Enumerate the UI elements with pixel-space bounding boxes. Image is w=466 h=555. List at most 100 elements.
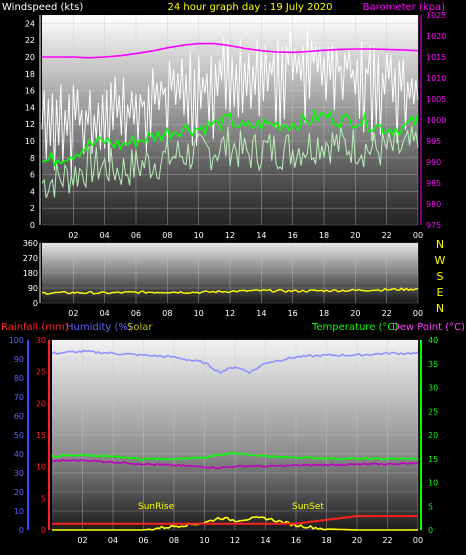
rainfall-tick-label: 30: [36, 336, 46, 345]
barometer-tick-label: 1000: [426, 116, 446, 125]
wind-y-tick-label: 20: [25, 53, 35, 62]
humidity-line: [51, 349, 419, 375]
wind-x-tick-label: 06: [131, 231, 141, 240]
sunset-label: SunSet: [292, 502, 324, 512]
direction-x-tick-label: 12: [225, 309, 235, 318]
climate-x-tick-label: 20: [352, 536, 362, 545]
climate-x-tick-label: 02: [77, 536, 87, 545]
temperature-tick-label: 35: [428, 360, 438, 369]
legend-temperature: Temperature (°C): [311, 322, 398, 333]
temperature-tick-label: 40: [428, 336, 438, 345]
barometer-axis-title: Barometer (kpa): [363, 2, 445, 13]
wind-x-tick-label: 20: [350, 231, 360, 240]
direction-x-tick-label: 10: [194, 309, 204, 318]
direction-grid: [42, 242, 419, 304]
climate-series: [51, 349, 419, 531]
legend-dewpoint: Dew Point (°C): [392, 322, 465, 333]
direction-x-tick-label: 16: [288, 309, 298, 318]
wind-x-tick-label: 16: [288, 231, 298, 240]
wind-direction-line: [41, 287, 419, 295]
humidity-tick-label: 40: [14, 450, 24, 459]
direction-x-tick-label: 08: [162, 309, 172, 318]
wind-y-tick-label: 2: [30, 204, 35, 213]
wind-y-tick-label: 24: [25, 19, 35, 28]
wind-y-tick-label: 8: [30, 154, 35, 163]
direction-x-tick-label: 06: [131, 309, 141, 318]
rainfall-line: [52, 515, 418, 525]
climate-x-tick-label: 00: [413, 536, 423, 545]
temperature-line: [51, 451, 419, 461]
temperature-tick-label: 30: [428, 384, 438, 393]
wind-y-tick-label: 4: [30, 187, 35, 196]
humidity-tick-label: 0: [19, 526, 24, 535]
climate-ticks: 02 04 06 08 10 12 14 16 18 20 22 000102030405060708…: [9, 336, 438, 545]
compass-label: N: [436, 302, 444, 315]
compass-label: N: [436, 238, 444, 251]
wind-x-tick-label: 18: [319, 231, 329, 240]
temperature-tick-label: 5: [428, 502, 433, 511]
direction-x-tick-label: 18: [319, 309, 329, 318]
barometer-tick-label: 1015: [426, 53, 446, 62]
direction-series: [41, 287, 419, 295]
legend-humidity: Humidity (%): [66, 322, 132, 333]
wind-y-tick-label: 16: [25, 87, 35, 96]
wind-series: [41, 28, 419, 199]
wind-y-tick-label: 22: [25, 36, 35, 45]
compass-label: W: [435, 254, 446, 267]
direction-x-tick-label: 00: [413, 309, 423, 318]
climate-x-tick-label: 18: [321, 536, 331, 545]
barometer-tick-label: 995: [426, 137, 441, 146]
barometer-tick-label: 975: [426, 221, 441, 230]
climate-x-tick-label: 16: [291, 536, 301, 545]
barometer-tick-label: 980: [426, 200, 441, 209]
wind-x-tick-label: 12: [225, 231, 235, 240]
temperature-tick-label: 25: [428, 407, 438, 416]
humidity-tick-label: 50: [14, 431, 24, 440]
graph-title: 24 hour graph day : 19 July 2020: [167, 2, 332, 13]
rainfall-tick-label: 10: [36, 463, 46, 472]
wind-y-tick-label: 10: [25, 137, 35, 146]
humidity-tick-label: 60: [14, 412, 24, 421]
direction-y-tick-label: 360: [23, 239, 38, 248]
humidity-tick-label: 70: [14, 393, 24, 402]
climate-x-tick-label: 22: [382, 536, 392, 545]
wind-y-tick-label: 6: [30, 171, 35, 180]
rainfall-tick-label: 0: [41, 526, 46, 535]
wind-x-tick-label: 04: [100, 231, 110, 240]
temperature-tick-label: 0: [428, 526, 433, 535]
barometer-tick-label: 1020: [426, 32, 446, 41]
humidity-tick-label: 90: [14, 355, 24, 364]
compass-label: E: [437, 286, 444, 299]
wind-y-tick-label: 0: [30, 221, 35, 230]
sunrise-label: SunRise: [138, 502, 175, 512]
wind-x-tick-label: 02: [68, 231, 78, 240]
wind-axis-title: Windspeed (kts): [2, 2, 83, 13]
wind-x-tick-label: 22: [382, 231, 392, 240]
temperature-tick-label: 20: [428, 431, 438, 440]
humidity-tick-label: 80: [14, 374, 24, 383]
wind-y-tick-label: 12: [25, 120, 35, 129]
direction-y-tick-label: 90: [28, 284, 38, 293]
barometer-tick-label: 990: [426, 158, 441, 167]
solar-line: [52, 516, 418, 531]
wind-y-tick-label: 18: [25, 70, 35, 79]
temperature-tick-label: 10: [428, 479, 438, 488]
wind-ticks: 02 04 06 08 10 12 14 16 18 20 22 000246810121416182…: [25, 11, 447, 240]
direction-y-tick-label: 0: [33, 299, 38, 308]
legend-solar: Solar: [127, 322, 153, 333]
humidity-tick-label: 10: [14, 507, 24, 516]
temperature-tick-label: 15: [428, 455, 438, 464]
climate-x-tick-label: 08: [169, 536, 179, 545]
rainfall-tick-label: 5: [41, 494, 46, 503]
barometer-tick-label: 1025: [426, 11, 446, 20]
wind-x-tick-label: 00: [413, 231, 423, 240]
wind-x-tick-label: 14: [256, 231, 266, 240]
rainfall-tick-label: 15: [36, 431, 46, 440]
wind-minimum-line: [41, 126, 419, 199]
barometer-tick-label: 1005: [426, 95, 446, 104]
barometer-line: [42, 42, 419, 59]
humidity-tick-label: 30: [14, 469, 24, 478]
barometer-tick-label: 985: [426, 179, 441, 188]
climate-grid: [52, 339, 419, 531]
